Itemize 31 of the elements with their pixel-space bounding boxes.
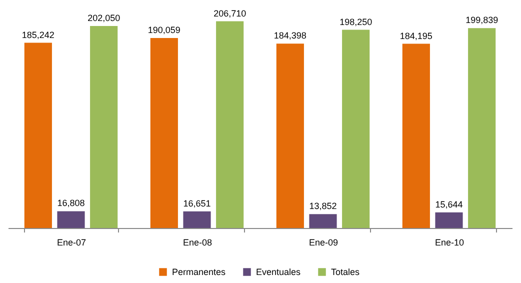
bar	[24, 42, 52, 228]
data-label: 185,242	[22, 30, 54, 40]
bar	[216, 21, 244, 228]
data-label: 13,852	[309, 201, 337, 212]
data-label: 198,250	[340, 16, 372, 27]
data-label: 190,059	[148, 24, 180, 35]
legend-label: Totales	[331, 267, 360, 277]
bar	[402, 44, 430, 228]
bar	[435, 212, 463, 228]
x-tick-label: Ene-08	[182, 238, 212, 248]
x-tick-label: Ene-10	[434, 238, 464, 248]
bar	[150, 38, 178, 228]
bar	[276, 44, 304, 228]
bar	[309, 214, 337, 228]
x-tick-label: Ene-09	[308, 238, 338, 248]
data-label: 202,050	[88, 12, 120, 23]
bar	[342, 30, 370, 228]
bar	[183, 211, 211, 228]
bar	[90, 26, 118, 228]
data-label: 184,398	[274, 30, 306, 41]
bar	[57, 211, 85, 228]
x-tick-label: Ene-07	[56, 238, 86, 248]
bar	[468, 28, 496, 228]
data-label: 184,195	[400, 30, 432, 41]
data-label: 199,839	[466, 15, 498, 26]
data-label: 16,651	[183, 198, 211, 208]
legend-label: Permanentes	[172, 267, 226, 277]
data-label: 206,710	[214, 8, 246, 18]
data-label: 16,808	[57, 198, 85, 208]
legend-label: Eventuales	[256, 267, 302, 277]
data-label: 15,644	[435, 199, 463, 210]
